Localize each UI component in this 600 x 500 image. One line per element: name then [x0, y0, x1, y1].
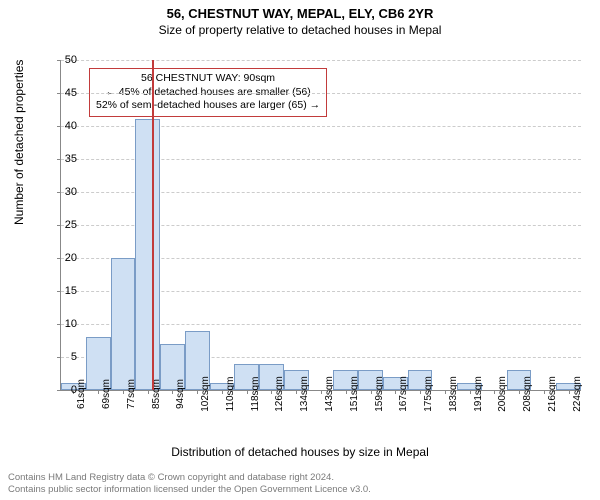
footer-line-1: Contains HM Land Registry data © Crown c…: [8, 472, 371, 484]
x-tick-label: 134sqm: [299, 376, 310, 412]
y-tick-label: 0: [52, 384, 77, 396]
annotation-line-3: 52% of semi-detached houses are larger (…: [96, 99, 320, 113]
x-tick-mark: [247, 390, 248, 394]
footer-line-2: Contains public sector information licen…: [8, 484, 371, 496]
y-tick-label: 20: [52, 252, 77, 264]
x-tick-mark: [569, 390, 570, 394]
y-tick-label: 5: [52, 351, 77, 363]
x-tick-mark: [148, 390, 149, 394]
annotation-line-1: 56 CHESTNUT WAY: 90sqm: [96, 72, 320, 86]
x-tick-mark: [494, 390, 495, 394]
x-tick-mark: [172, 390, 173, 394]
x-tick-label: 183sqm: [448, 376, 459, 412]
chart-title-main: 56, CHESTNUT WAY, MEPAL, ELY, CB6 2YR: [0, 0, 600, 21]
footer-attribution: Contains HM Land Registry data © Crown c…: [8, 472, 371, 496]
x-tick-mark: [519, 390, 520, 394]
x-tick-label: 224sqm: [572, 376, 583, 412]
y-tick-label: 30: [52, 186, 77, 198]
x-tick-label: 191sqm: [473, 376, 484, 412]
x-tick-mark: [445, 390, 446, 394]
y-tick-label: 10: [52, 318, 77, 330]
y-tick-label: 50: [52, 54, 77, 66]
y-tick-label: 15: [52, 285, 77, 297]
x-tick-label: 208sqm: [522, 376, 533, 412]
histogram-bar: [111, 258, 136, 390]
y-tick-label: 35: [52, 153, 77, 165]
y-tick-label: 25: [52, 219, 77, 231]
y-tick-label: 40: [52, 120, 77, 132]
x-axis-label: Distribution of detached houses by size …: [0, 445, 600, 459]
histogram-bar: [135, 119, 160, 390]
x-tick-mark: [544, 390, 545, 394]
x-tick-mark: [222, 390, 223, 394]
x-tick-mark: [197, 390, 198, 394]
reference-line: [152, 60, 154, 390]
y-axis-label: Number of detached properties: [12, 60, 26, 225]
grid-line: [61, 60, 581, 61]
x-tick-mark: [271, 390, 272, 394]
x-tick-mark: [470, 390, 471, 394]
chart-title-sub: Size of property relative to detached ho…: [0, 21, 600, 37]
x-tick-label: 102sqm: [200, 376, 211, 412]
grid-line: [61, 93, 581, 94]
x-tick-label: 216sqm: [547, 376, 558, 412]
x-tick-mark: [296, 390, 297, 394]
x-tick-mark: [321, 390, 322, 394]
x-tick-mark: [346, 390, 347, 394]
chart-plot-area: 56 CHESTNUT WAY: 90sqm ← 45% of detached…: [60, 60, 581, 391]
x-tick-mark: [98, 390, 99, 394]
x-tick-mark: [420, 390, 421, 394]
x-tick-label: 175sqm: [423, 376, 434, 412]
chart-container: 56, CHESTNUT WAY, MEPAL, ELY, CB6 2YR Si…: [0, 0, 600, 500]
y-tick-label: 45: [52, 87, 77, 99]
x-tick-mark: [371, 390, 372, 394]
x-tick-mark: [123, 390, 124, 394]
x-tick-mark: [395, 390, 396, 394]
